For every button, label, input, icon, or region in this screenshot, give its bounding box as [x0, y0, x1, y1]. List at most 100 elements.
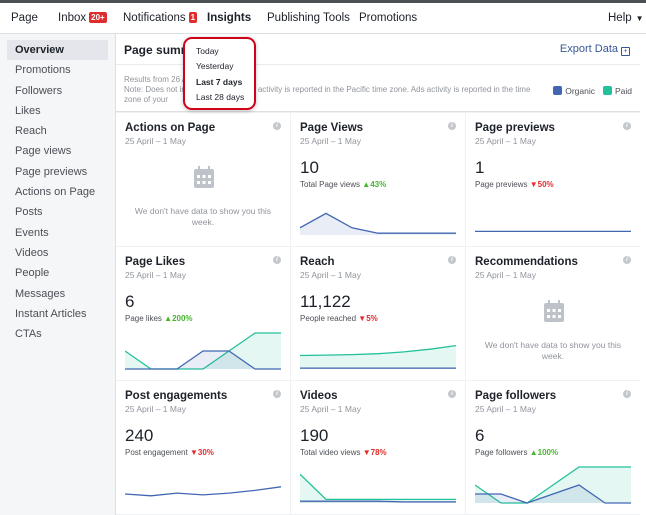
sidebar-item-posts[interactable]: Posts: [15, 206, 43, 219]
card-sub-label: Post engagement ▼30%: [125, 448, 214, 457]
card-page-views[interactable]: Page Views i 25 April – 1 May 10 Total P…: [291, 113, 465, 246]
date-option-last-28-days[interactable]: Last 28 days: [196, 92, 245, 102]
divider: [116, 64, 640, 65]
change-percent: 30%: [197, 448, 214, 457]
legend-paid: Paid: [614, 86, 632, 96]
card-post-engagements[interactable]: Post engagements i 25 April – 1 May 240 …: [116, 381, 290, 514]
info-icon[interactable]: i: [623, 390, 631, 398]
info-icon[interactable]: i: [448, 390, 456, 398]
card-value: 6: [125, 292, 135, 311]
sidebar-item-overview[interactable]: Overview: [7, 40, 108, 61]
sidebar-item-likes[interactable]: Likes: [15, 104, 41, 117]
help-label: Help: [608, 12, 632, 24]
card-page-followers[interactable]: Page followers i 25 April – 1 May 6 Page…: [466, 381, 640, 514]
sidebar-item-actions-on-page[interactable]: Actions on Page: [15, 186, 96, 199]
card-title: Recommendations: [475, 256, 578, 268]
topnav-label: Promotions: [359, 12, 418, 24]
help-menu[interactable]: Help ▼: [608, 12, 644, 24]
info-icon[interactable]: i: [623, 122, 631, 130]
sidebar-item-followers[interactable]: Followers: [15, 84, 63, 97]
card-reach[interactable]: Reach i 25 April – 1 May 11,122 People r…: [291, 247, 465, 380]
page-likes-organic-line: [125, 350, 281, 370]
chart-legend: Organic Paid: [553, 86, 632, 96]
card-value: 10: [300, 158, 319, 177]
page-followers-chart: [475, 466, 631, 504]
metric-label: People reached: [300, 314, 357, 323]
topnav-inbox[interactable]: Inbox 20+: [58, 12, 107, 24]
card-sub-label: Total Page views ▲43%: [300, 180, 386, 189]
info-icon[interactable]: i: [273, 390, 281, 398]
info-icon[interactable]: i: [448, 122, 456, 130]
topnav-insights[interactable]: Insights: [207, 12, 252, 37]
card-value: 6: [475, 426, 485, 445]
topnav-notifications[interactable]: Notifications 1: [123, 12, 198, 24]
sidebar-item-events[interactable]: Events: [15, 226, 49, 239]
card-page-previews[interactable]: Page previews i 25 April – 1 May 1 Page …: [466, 113, 640, 246]
videos-chart: [300, 473, 456, 503]
change-up: ▲100%: [529, 448, 559, 457]
info-icon[interactable]: i: [273, 122, 281, 130]
topnav-page[interactable]: Page: [11, 12, 38, 24]
card-actions-on-page[interactable]: Actions on Page i 25 April – 1 May We do…: [116, 113, 290, 246]
info-icon[interactable]: i: [623, 256, 631, 264]
card-sub-label: Total video views ▼78%: [300, 448, 387, 457]
card-videos[interactable]: Videos i 25 April – 1 May 190 Total vide…: [291, 381, 465, 514]
topnav-label: Publishing Tools: [267, 12, 350, 24]
topnav-promotions[interactable]: Promotions: [359, 12, 417, 24]
export-data-button[interactable]: Export Data +: [560, 43, 630, 56]
card-date-range: 25 April – 1 May: [125, 404, 186, 414]
calendar-icon: [544, 300, 564, 322]
card-value: 190: [300, 426, 329, 445]
change-down: ▼50%: [529, 180, 554, 189]
date-option-last-7-days[interactable]: Last 7 days: [196, 77, 243, 87]
topnav-label: Inbox: [58, 12, 87, 24]
post-engagements-chart: [125, 486, 281, 497]
card-date-range: 25 April – 1 May: [475, 136, 536, 146]
card-title: Page followers: [475, 390, 557, 402]
videos-paid-line: [300, 473, 456, 501]
info-icon[interactable]: i: [273, 256, 281, 264]
change-down: ▼30%: [189, 448, 214, 457]
sidebar-item-page-views[interactable]: Page views: [15, 145, 72, 158]
card-title: Post engagements: [125, 390, 228, 402]
change-up: ▲200%: [164, 314, 193, 323]
topnav-publishing-tools[interactable]: Publishing Tools: [267, 12, 350, 24]
card-value: 11,122: [300, 292, 351, 311]
sidebar-item-instant-articles-ctas[interactable]: Instant Articles CTAs: [15, 307, 87, 340]
card-sub-label: Page likes ▲200%: [125, 314, 193, 323]
page-previews-chart: [475, 230, 631, 233]
card-date-range: 25 April – 1 May: [475, 270, 536, 280]
page-followers-paid-line: [475, 466, 631, 504]
change-down: ▼78%: [362, 448, 387, 457]
sidebar-item-videos[interactable]: Videos: [15, 246, 49, 259]
sidebar-item-page-previews[interactable]: Page previews: [15, 165, 88, 178]
card-sub-label: Page previews ▼50%: [475, 180, 554, 189]
insights-sidebar: Overview Promotions Followers Likes Reac…: [0, 34, 116, 515]
videos-organic-line: [300, 500, 456, 503]
sidebar-item-messages[interactable]: Messages: [15, 287, 66, 300]
metric-label: Page followers: [475, 448, 528, 457]
caret-down-icon: ▼: [635, 14, 644, 23]
topnav-label: Insights: [207, 12, 252, 24]
change-percent: 5%: [366, 314, 378, 323]
page-views-organic-area: [300, 213, 456, 235]
sidebar-item-promotions[interactable]: Promotions: [15, 64, 71, 77]
no-data-message: We don't have data to show you this week…: [134, 206, 272, 227]
reach-chart: [300, 344, 456, 369]
paid-swatch: [602, 86, 612, 95]
inbox-count-badge: 20+: [89, 12, 107, 23]
date-option-yesterday[interactable]: Yesterday: [196, 61, 234, 71]
metric-label: Post engagement: [125, 448, 188, 457]
metric-label: Total video views: [300, 448, 361, 457]
top-navigation-bar: Page Inbox 20+ Notifications 1 Insights Pu…: [0, 0, 646, 37]
calendar-icon: [194, 166, 214, 188]
organic-swatch: [553, 86, 563, 95]
sidebar-item-people[interactable]: People: [15, 267, 50, 280]
sidebar-item-reach[interactable]: Reach: [15, 125, 47, 138]
card-date-range: 25 April – 1 May: [300, 136, 361, 146]
info-icon[interactable]: i: [448, 256, 456, 264]
date-option-today[interactable]: Today: [196, 46, 219, 56]
card-sub-label: People reached ▼5%: [300, 314, 378, 323]
card-recommendations[interactable]: Recommendations i 25 April – 1 May We do…: [466, 247, 640, 380]
card-page-likes[interactable]: Page Likes i 25 April – 1 May 6 Page lik…: [116, 247, 290, 380]
